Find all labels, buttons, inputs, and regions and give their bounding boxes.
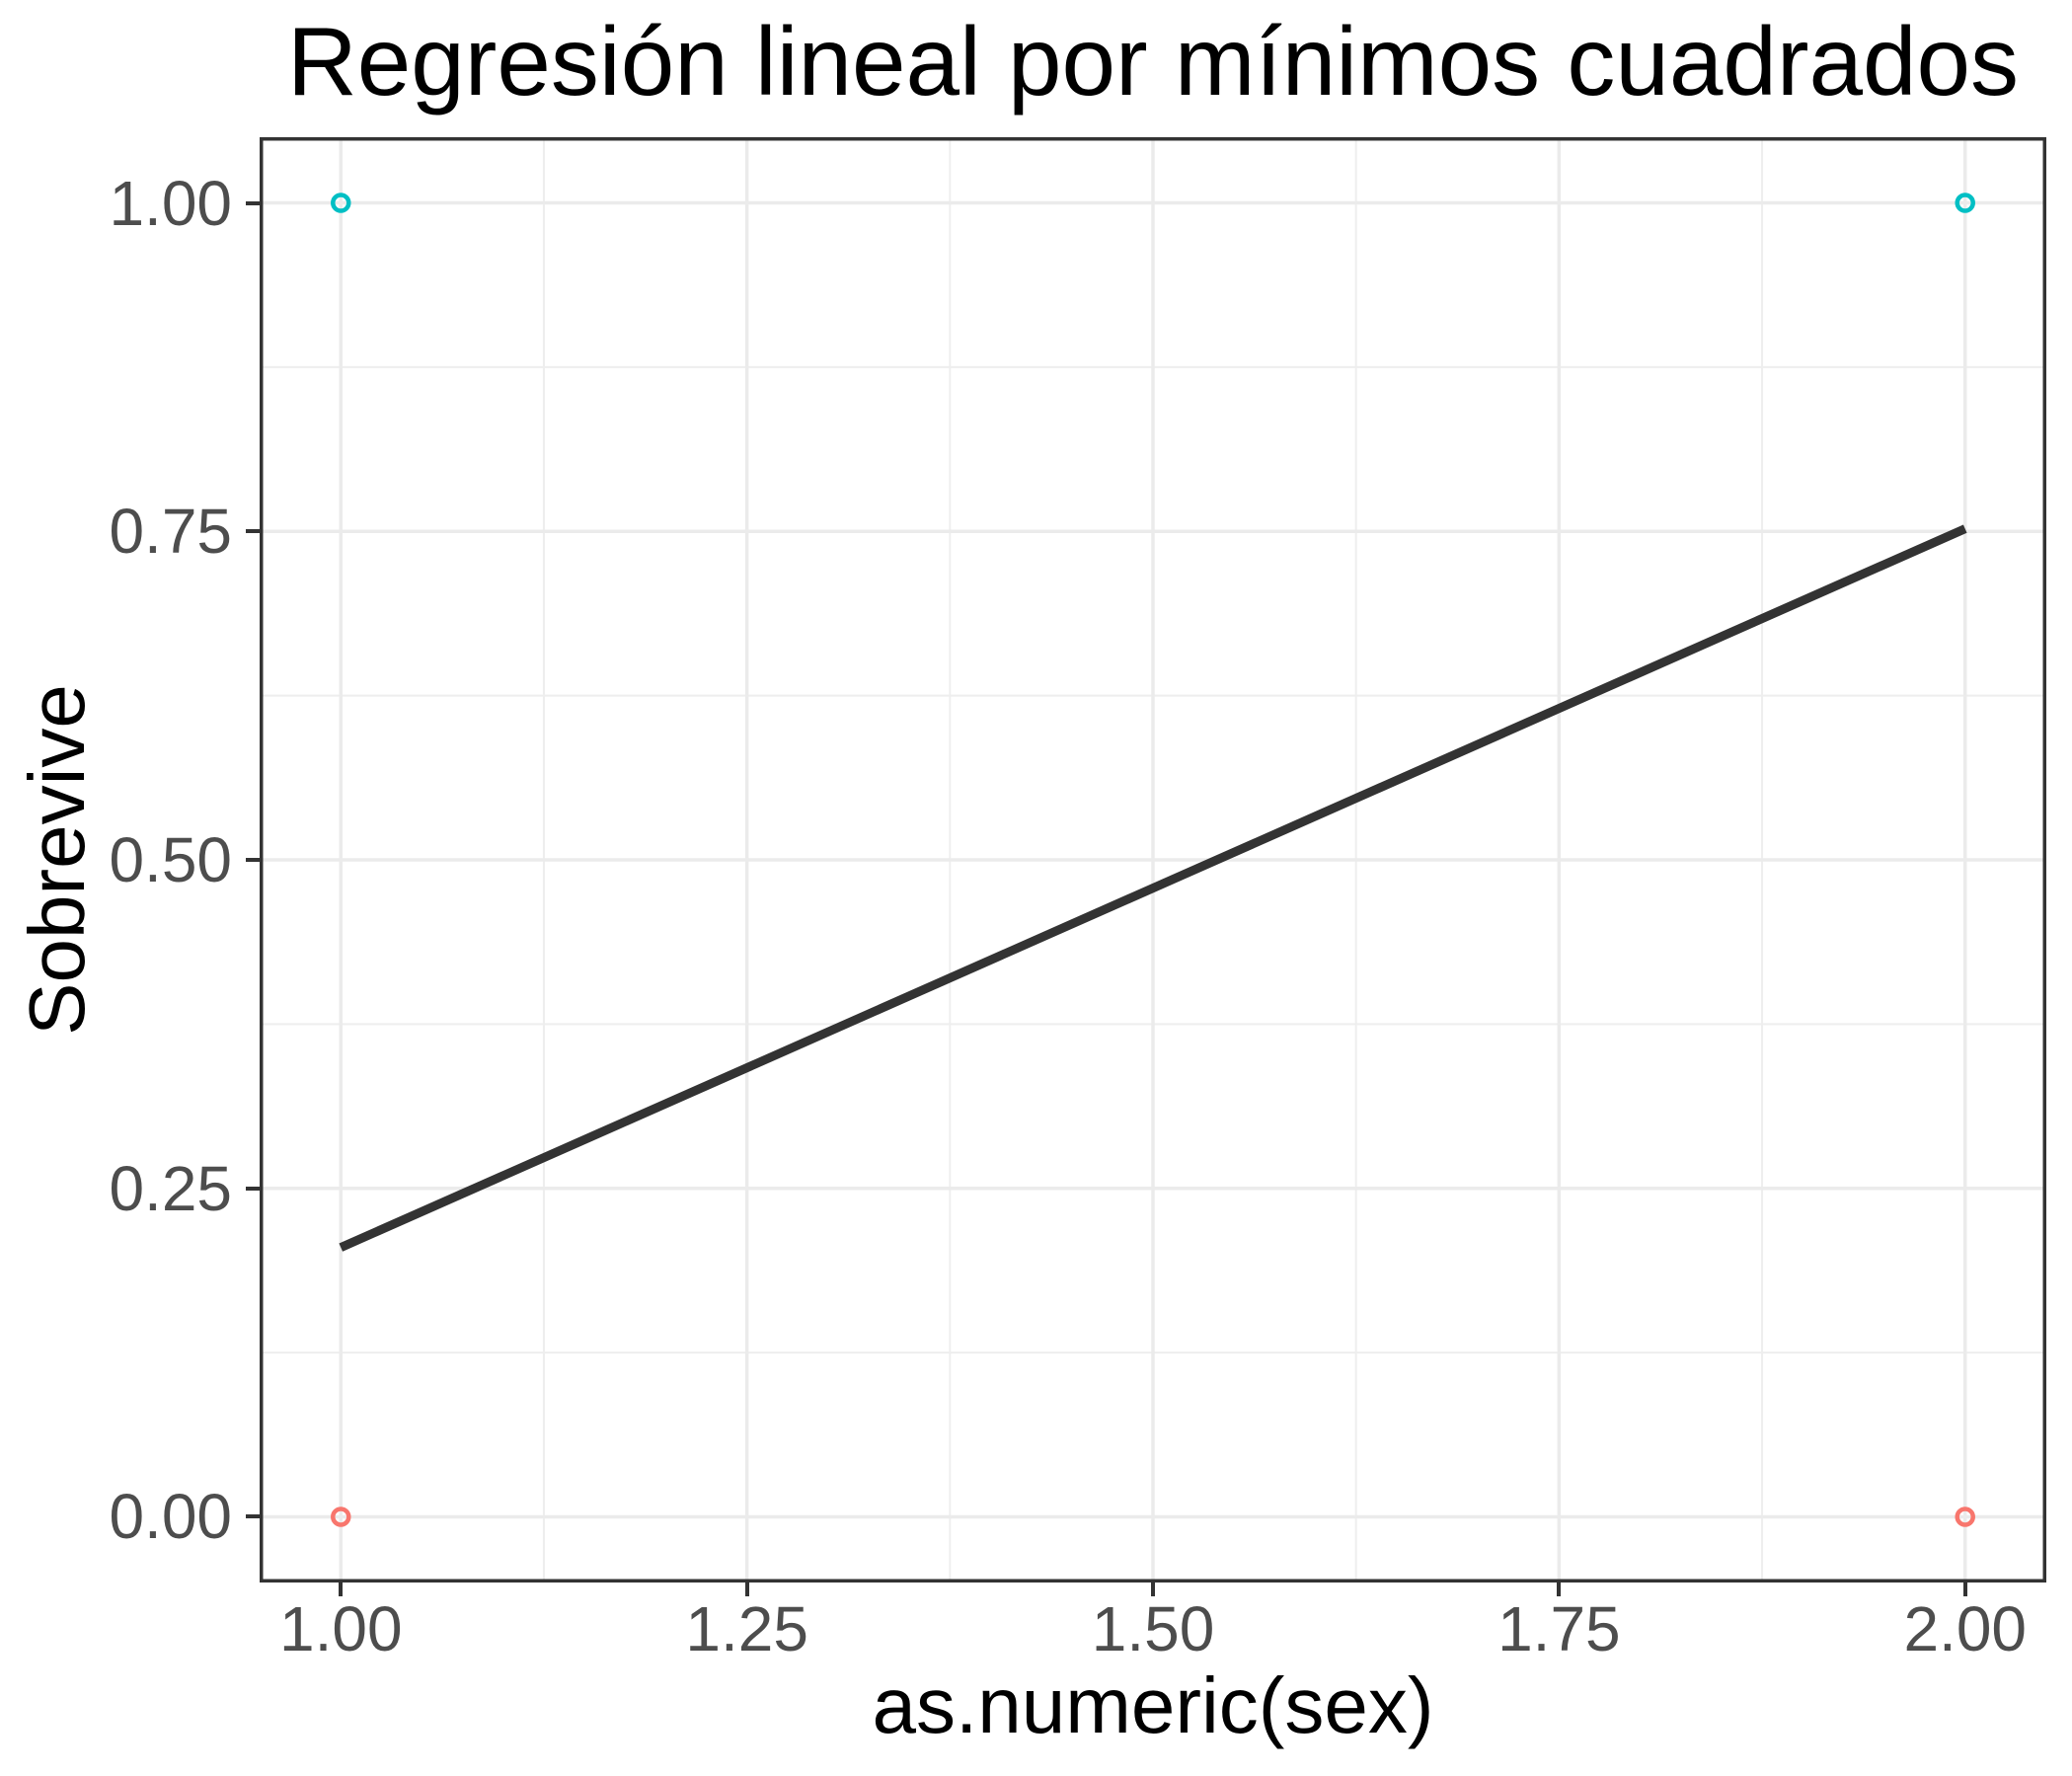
x-tick-mark	[1962, 1583, 1967, 1596]
y-tick-mark	[246, 858, 260, 862]
y-tick-label: 1.00	[109, 167, 232, 239]
data-point	[1955, 1506, 1975, 1527]
y-tick-mark	[246, 1186, 260, 1191]
x-tick-mark	[1151, 1583, 1155, 1596]
data-point	[331, 1506, 351, 1527]
x-tick-label: 1.25	[685, 1593, 808, 1664]
data-point	[331, 193, 351, 213]
x-tick-label: 1.00	[278, 1593, 403, 1664]
x-tick-mark	[339, 1583, 344, 1596]
panel-border	[260, 137, 2046, 1583]
plot-panel	[260, 137, 2046, 1583]
x-axis-title: as.numeric(sex)	[872, 1661, 1434, 1749]
y-tick-label: 0.75	[109, 496, 232, 568]
y-tick-label: 0.50	[109, 824, 232, 895]
data-point	[1955, 193, 1975, 213]
y-tick-mark	[246, 200, 260, 205]
x-tick-label: 2.00	[1903, 1593, 2027, 1664]
y-tick-label: 0.00	[109, 1481, 232, 1553]
x-tick-label: 1.50	[1091, 1593, 1215, 1664]
y-tick-mark	[246, 1514, 260, 1519]
x-tick-label: 1.75	[1497, 1593, 1621, 1664]
y-tick-label: 0.25	[109, 1152, 232, 1224]
y-tick-mark	[246, 529, 260, 534]
regression-line	[339, 524, 1967, 1252]
x-tick-mark	[744, 1583, 749, 1596]
plot-area	[260, 137, 2046, 1583]
x-tick-mark	[1557, 1583, 1562, 1596]
chart-title: Regresión lineal por mínimos cuadrados	[287, 7, 2019, 116]
